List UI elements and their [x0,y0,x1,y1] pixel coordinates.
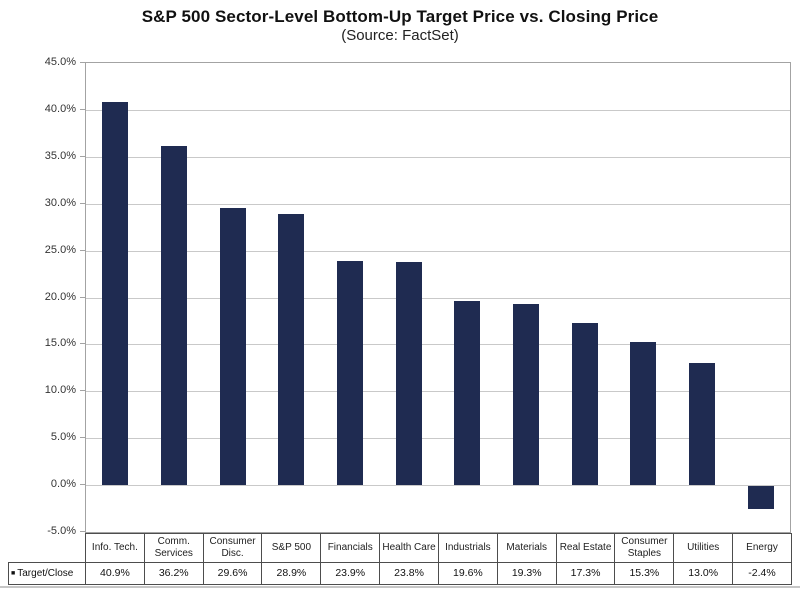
value-cell: 19.6% [437,562,498,585]
value-cell: 19.3% [496,562,557,585]
bar [395,261,422,486]
gridline [86,109,790,111]
gridline [86,344,790,346]
y-axis-label: 10.0% [44,384,76,397]
category-header: Industrials [437,533,498,563]
y-axis: 45.0% 40.0% 35.0% 30.0% 25.0% 20.0% 15.0% 10.0%… [0,56,79,537]
y-axis-label: 40.0% [44,102,76,115]
y-axis-tick [80,343,85,345]
gridline [86,485,790,487]
value-cell: 13.0% [673,562,734,585]
value-cell: 28.9% [261,562,322,585]
value-cell: 23.9% [320,562,381,585]
gridline [86,391,790,393]
category-header: Health Care [379,533,439,563]
y-axis-label: 45.0% [44,56,76,68]
bar [161,145,187,486]
value-cell: 29.6% [202,562,263,585]
bar [278,214,305,486]
y-axis-tick [80,108,85,110]
value-cell: 36.2% [143,562,204,585]
y-axis-label: 25.0% [44,243,76,256]
data-table: Info. Tech. Comm. Services Consumer Disc. S… [8,533,792,585]
y-axis-label: 0.0% [50,478,76,491]
category-header: Comm. Services [143,533,204,563]
y-axis-label: 30.0% [44,196,76,209]
category-header: Energy [732,533,792,563]
y-axis-tick [80,202,85,204]
bar [219,207,246,486]
value-cell: 23.8% [379,562,439,585]
legend-label: Target/Close [17,567,74,579]
y-axis-label: 35.0% [44,149,76,162]
y-axis-label: 15.0% [44,337,76,350]
category-header: Financials [320,533,381,563]
bar [630,341,657,486]
bar [102,101,129,486]
category-header: Info. Tech. [85,533,145,563]
category-header: Consumer Disc. [202,533,263,563]
y-axis-tick [80,437,85,439]
y-axis-tick [80,390,85,392]
y-axis-tick [80,155,85,157]
y-axis-tick [80,296,85,298]
category-header: Utilities [673,533,734,563]
category-header: S&P 500 [261,533,322,563]
category-header: Real Estate [555,533,616,563]
bar [747,486,774,509]
y-axis-tick [80,249,85,251]
bar [454,301,481,486]
y-axis-tick [80,62,85,63]
bar [689,363,715,486]
bar [571,322,598,486]
bottom-divider [0,586,800,588]
value-cell: 15.3% [614,562,675,585]
series-marker-icon: ■ [11,569,16,577]
gridline [86,203,790,205]
gridline [86,250,790,252]
y-axis-tick [80,484,85,486]
chart-subtitle: (Source: FactSet) [341,27,459,44]
legend-cell: ■ Target/Close [8,562,86,585]
chart-title: S&P 500 Sector-Level Bottom-Up Target Pr… [141,7,659,26]
y-axis-tick [80,531,85,532]
table-corner-cell [9,534,86,563]
y-axis-label: -5.0% [47,525,76,537]
plot-area [85,62,791,533]
y-axis-label: 5.0% [50,431,76,444]
category-header: Materials [496,533,557,563]
gridline [86,438,790,440]
bar [337,260,363,486]
value-cell: -2.4% [732,562,792,585]
bar [513,304,539,486]
gridline [86,297,790,299]
y-axis-label: 20.0% [44,290,76,303]
value-cell: 40.9% [85,562,145,585]
gridline [86,156,790,158]
value-cell: 17.3% [555,562,616,585]
category-header: Consumer Staples [614,533,675,563]
